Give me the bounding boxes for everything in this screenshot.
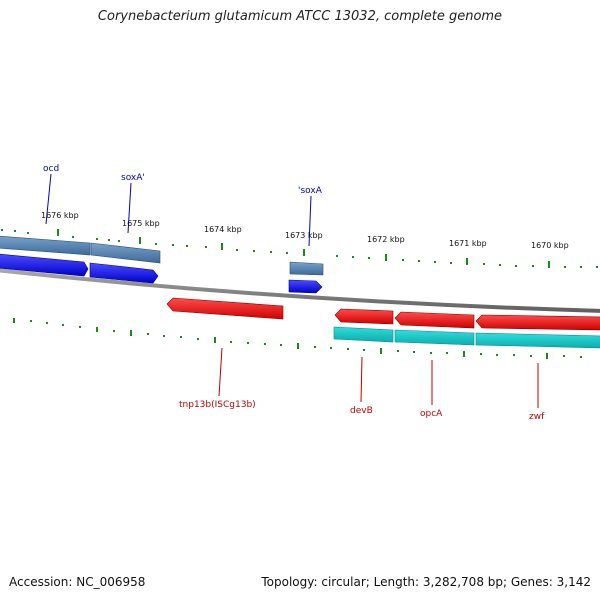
reverse-gene-track: [333, 326, 600, 349]
label-leader-line: [218, 347, 223, 397]
map-title: Corynebacterium glutamicum ATCC 13032, c…: [97, 9, 503, 24]
gene-label-zwf[interactable]: zwf: [529, 412, 545, 422]
reverse-cds-arrow[interactable]: [475, 314, 600, 331]
genome-backbone: [0, 268, 600, 313]
gene-label-prime-soxa[interactable]: 'soxA: [298, 186, 323, 196]
gene-label-soxa-prime[interactable]: soxA': [121, 173, 145, 183]
forward-gene-feature[interactable]: [90, 242, 161, 264]
forward-gene-track: [0, 235, 324, 276]
label-leader-line: [308, 195, 312, 247]
accession-label: Accession: NC_006958: [9, 575, 146, 589]
reverse-cds-arrow[interactable]: [166, 297, 284, 320]
forward-gene-labels: ocd soxA' 'soxA: [43, 164, 323, 247]
label-leader-line: [127, 182, 132, 234]
scale-label: 1673 kbp: [285, 231, 323, 240]
forward-gene-feature[interactable]: [0, 235, 91, 256]
scale-label: 1675 kbp: [122, 219, 160, 228]
scale-label: 1674 kbp: [204, 225, 242, 234]
label-leader-line: [45, 173, 52, 225]
gene-label-opca[interactable]: opcA: [420, 409, 443, 419]
forward-gene-feature[interactable]: [289, 261, 324, 276]
gene-label-ocd[interactable]: ocd: [43, 164, 59, 174]
forward-cds-arrow[interactable]: [0, 253, 89, 277]
forward-cds-track: [0, 253, 323, 294]
reverse-gene-feature[interactable]: [475, 332, 600, 349]
forward-cds-arrow[interactable]: [288, 279, 323, 294]
scale-label: 1671 kbp: [449, 239, 487, 248]
label-leader-line: [360, 356, 363, 403]
scale-label: 1676 kbp: [41, 211, 79, 220]
reverse-gene-feature[interactable]: [333, 326, 394, 343]
reverse-cds-arrow[interactable]: [334, 308, 394, 325]
genome-summary: Topology: circular; Length: 3,282,708 bp…: [261, 575, 591, 589]
reverse-gene-feature[interactable]: [394, 329, 475, 346]
outer-tick-ring: [1, 229, 598, 268]
reverse-gene-labels: tnp13b(ISCg13b) devB opcA zwf: [179, 347, 545, 422]
gene-label-devb[interactable]: devB: [350, 406, 373, 416]
reverse-cds-track: [166, 297, 600, 331]
reverse-cds-arrow[interactable]: [394, 311, 475, 329]
inner-tick-ring: [13, 318, 582, 359]
gene-label-tnp13b[interactable]: tnp13b(ISCg13b): [179, 400, 256, 410]
scale-label: 1670 kbp: [531, 241, 569, 250]
forward-cds-arrow[interactable]: [89, 262, 159, 284]
scale-label: 1672 kbp: [367, 235, 405, 244]
